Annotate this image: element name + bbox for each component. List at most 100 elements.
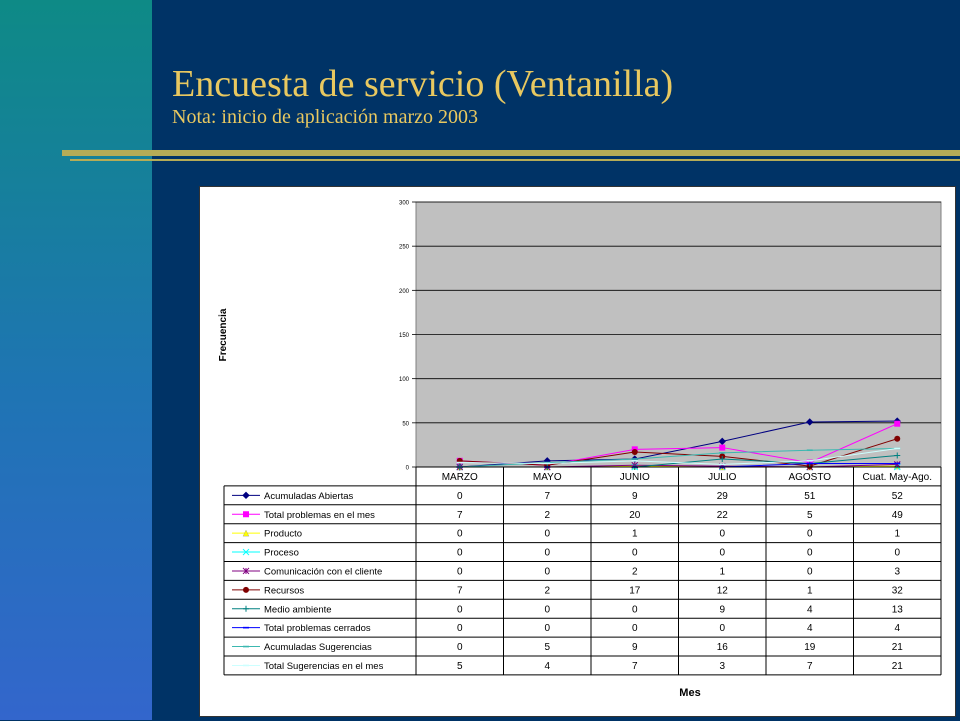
- data-point: [894, 435, 901, 442]
- category-label: AGOSTO: [788, 472, 831, 483]
- data-table-value: 2: [544, 510, 550, 521]
- data-table-value: 4: [544, 661, 550, 672]
- slide-title: Encuesta de servicio (Ventanilla): [172, 63, 674, 105]
- legend-key-marker: [243, 605, 249, 612]
- y-tick-label: 50: [402, 421, 409, 427]
- series-line: [459, 447, 898, 465]
- legend-entry: Proceso: [264, 548, 299, 559]
- data-table-value: 20: [629, 510, 641, 521]
- data-table-value: 9: [719, 604, 725, 615]
- x-axis-label: Mes: [679, 687, 700, 699]
- data-table-value: 3: [719, 661, 725, 672]
- data-table-value: 21: [892, 661, 904, 672]
- data-table-value: 7: [457, 585, 463, 596]
- data-table-value: 1: [719, 566, 725, 577]
- title-rule-thick: [62, 150, 960, 156]
- data-table-value: 32: [892, 585, 904, 596]
- data-table-value: 0: [544, 623, 550, 634]
- category-label: MARZO: [442, 472, 478, 483]
- y-axis-label: Frecuencia: [218, 308, 229, 361]
- data-table-value: 9: [632, 642, 638, 653]
- data-table-value: 13: [892, 604, 904, 615]
- y-tick-label: 300: [399, 201, 410, 207]
- legend-entry: Total Sugerencias en el mes: [264, 661, 384, 672]
- data-table-value: 1: [807, 585, 813, 596]
- legend-entry: Producto: [264, 529, 302, 540]
- data-table-value: 49: [892, 510, 904, 521]
- category-label: Cuat. May-Ago.: [863, 472, 932, 483]
- data-point: [719, 444, 726, 451]
- data-table-value: 3: [894, 566, 900, 577]
- data-point: [719, 456, 726, 463]
- data-table-value: 51: [804, 491, 816, 502]
- data-table-value: 0: [807, 529, 813, 540]
- data-table-value: 4: [807, 604, 813, 615]
- legend-key-marker: [242, 567, 250, 575]
- data-table-value: 22: [717, 510, 729, 521]
- data-table-value: 0: [457, 642, 463, 653]
- data-table-value: 1: [894, 529, 900, 540]
- data-table-value: 7: [807, 661, 813, 672]
- data-point: [806, 418, 814, 426]
- y-tick-label: 100: [399, 377, 410, 383]
- data-table-value: 0: [807, 566, 813, 577]
- data-point: [631, 448, 638, 455]
- data-table-value: 5: [457, 661, 463, 672]
- data-table-value: 2: [544, 585, 550, 596]
- data-point: [893, 460, 901, 468]
- data-table-value: 0: [632, 548, 638, 559]
- legend-entry: Medio ambiente: [264, 604, 332, 615]
- data-table-value: 0: [457, 491, 463, 502]
- data-table-value: 0: [544, 548, 550, 559]
- data-table-value: 0: [457, 548, 463, 559]
- legend-entry: Acumuladas Sugerencias: [264, 642, 372, 653]
- slide-subtitle: Nota: inicio de aplicación marzo 2003: [172, 106, 479, 128]
- title-rule-thin: [70, 159, 960, 161]
- category-label: JULIO: [708, 472, 737, 483]
- data-table-value: 0: [632, 604, 638, 615]
- y-tick-label: 250: [399, 245, 410, 251]
- series-line: [459, 420, 898, 468]
- legend-entry: Recursos: [264, 585, 304, 596]
- data-table-value: 2: [632, 566, 638, 577]
- data-table-value: 0: [457, 529, 463, 540]
- data-table-value: 52: [892, 491, 904, 502]
- data-table-value: 7: [544, 491, 550, 502]
- data-table-value: 0: [719, 548, 725, 559]
- title-area: Encuesta de servicio (Ventanilla) Nota: …: [172, 64, 673, 128]
- data-table-value: 1: [632, 529, 638, 540]
- data-table-value: 5: [544, 642, 550, 653]
- data-table-value: 17: [629, 585, 641, 596]
- data-table-value: 0: [457, 604, 463, 615]
- data-table-value: 0: [544, 604, 550, 615]
- data-table-value: 0: [457, 566, 463, 577]
- data-table-value: 12: [717, 585, 729, 596]
- data-table-value: 4: [894, 623, 900, 634]
- data-table-value: 9: [632, 491, 638, 502]
- series-line: [459, 438, 898, 467]
- legend-key-marker: [242, 491, 250, 500]
- left-accent-strip: [0, 0, 152, 720]
- legend-key-marker: [242, 548, 250, 556]
- legend-entry: Comunicación con el cliente: [264, 566, 382, 577]
- chart-panel: 0 50 100 150 200 250 300 MARZO MAYO JUNIO JULIO AG…: [199, 186, 956, 717]
- data-table-value: 0: [457, 623, 463, 634]
- legend-key-marker: [243, 586, 249, 593]
- data-table-value: 21: [892, 642, 904, 653]
- data-point: [894, 452, 901, 459]
- data-table-value: 4: [807, 623, 813, 634]
- legend-key-marker: [243, 511, 249, 518]
- legend-entry: Acumuladas Abiertas: [264, 491, 353, 502]
- data-table-value: 0: [719, 529, 725, 540]
- legend-key-marker: [242, 529, 250, 537]
- data-table-value: 0: [544, 566, 550, 577]
- data-table-value: 16: [717, 642, 729, 653]
- y-tick-label: 0: [406, 466, 410, 472]
- data-table-value: 5: [807, 510, 813, 521]
- data-table-value: 0: [894, 548, 900, 559]
- y-tick-label: 200: [399, 289, 410, 295]
- data-table-value: 0: [719, 623, 725, 634]
- data-table-value: 19: [804, 642, 816, 653]
- y-tick-label: 150: [399, 333, 410, 339]
